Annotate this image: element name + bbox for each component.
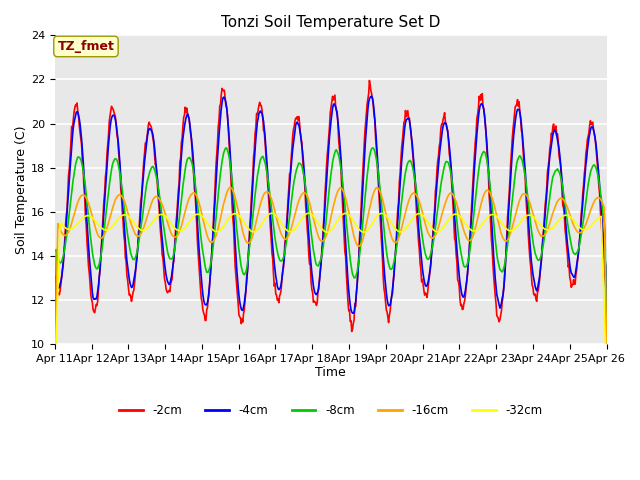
- Legend: -2cm, -4cm, -8cm, -16cm, -32cm: -2cm, -4cm, -8cm, -16cm, -32cm: [115, 399, 547, 421]
- Title: Tonzi Soil Temperature Set D: Tonzi Soil Temperature Set D: [221, 15, 440, 30]
- Y-axis label: Soil Temperature (C): Soil Temperature (C): [15, 125, 28, 254]
- X-axis label: Time: Time: [316, 366, 346, 379]
- Text: TZ_fmet: TZ_fmet: [58, 40, 115, 53]
